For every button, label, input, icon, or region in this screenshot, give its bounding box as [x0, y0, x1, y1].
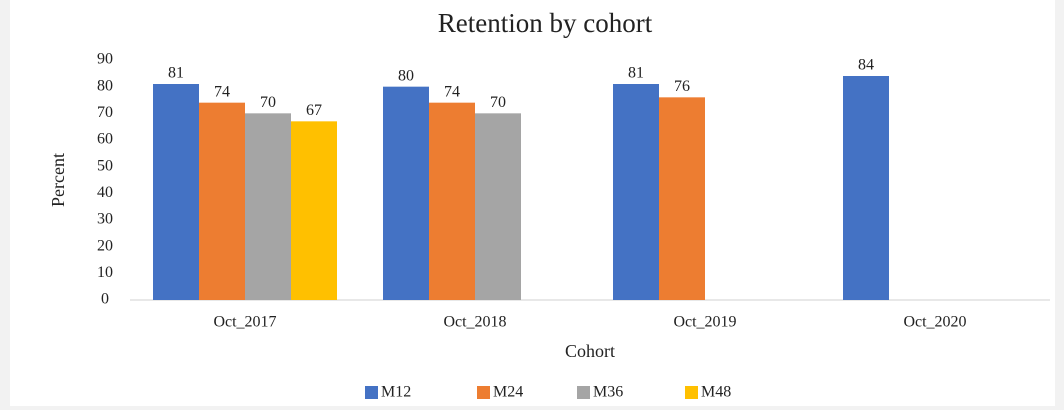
- value-label: 76: [674, 78, 690, 95]
- y-tick-label: 60: [97, 131, 113, 148]
- y-tick-label: 20: [97, 237, 113, 254]
- x-tick-label: Oct_2017: [213, 314, 276, 331]
- bar: [659, 97, 705, 300]
- legend-swatch: [685, 386, 698, 399]
- legend-label: M48: [701, 384, 731, 401]
- y-tick-label: 70: [97, 104, 113, 121]
- bar: [291, 121, 337, 300]
- bar: [843, 76, 889, 300]
- y-tick-label: 40: [97, 184, 113, 201]
- y-tick-label: 50: [97, 157, 113, 174]
- legend-label: M12: [381, 384, 411, 401]
- value-label: 67: [306, 102, 322, 119]
- value-label: 81: [168, 65, 184, 82]
- y-tick-label: 0: [101, 291, 109, 308]
- legend-swatch: [477, 386, 490, 399]
- value-label: 70: [490, 94, 506, 111]
- value-label: 74: [214, 83, 230, 100]
- y-axis-title: Percent: [48, 153, 68, 207]
- bar: [383, 86, 429, 301]
- x-axis-title: Cohort: [565, 341, 615, 361]
- bar: [475, 113, 521, 300]
- x-tick-label: Oct_2019: [673, 314, 736, 331]
- bar: [199, 102, 245, 301]
- value-label: 70: [260, 94, 276, 111]
- legend-swatch: [577, 386, 590, 399]
- bar: [429, 102, 475, 301]
- y-tick-label: 80: [97, 77, 113, 94]
- y-tick-label: 30: [97, 211, 113, 228]
- x-tick-label: Oct_2018: [443, 314, 506, 331]
- legend-label: M24: [493, 384, 523, 401]
- bar: [613, 84, 659, 300]
- value-label: 81: [628, 65, 644, 82]
- value-label: 74: [444, 83, 460, 100]
- legend-swatch: [365, 386, 378, 399]
- value-label: 84: [858, 57, 874, 74]
- x-tick-label: Oct_2020: [903, 314, 966, 331]
- y-tick-label: 10: [97, 264, 113, 281]
- chart-title: Retention by cohort: [438, 8, 653, 38]
- value-label: 80: [398, 67, 414, 84]
- y-tick-label: 90: [97, 51, 113, 68]
- bar: [153, 84, 199, 300]
- bar: [245, 113, 291, 300]
- legend-label: M36: [593, 384, 623, 401]
